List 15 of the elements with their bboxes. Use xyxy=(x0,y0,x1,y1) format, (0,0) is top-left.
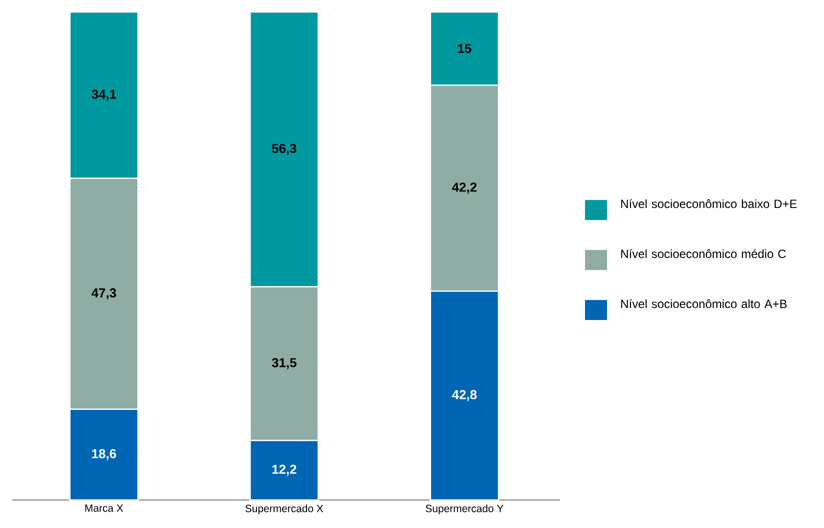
data-label: 56,3 xyxy=(272,144,296,155)
x-tick-label: Marca X xyxy=(85,504,124,512)
data-label: 31,5 xyxy=(272,358,296,370)
legend-label: Nível socioeconômico médio C xyxy=(621,249,786,258)
x-tick-label: Supermercado Y xyxy=(426,504,504,514)
data-label: 18,6 xyxy=(92,449,116,460)
data-label: 34,1 xyxy=(92,90,116,101)
data-label: 42,8 xyxy=(452,390,477,402)
data-label: 42,2 xyxy=(452,182,477,194)
data-label: 12,2 xyxy=(272,464,296,476)
data-label: 15 xyxy=(458,44,472,54)
data-label: 47,3 xyxy=(92,288,116,300)
x-tick-label: Supermercado X xyxy=(245,504,324,514)
legend-label: Nível socioeconômico baixo D+E xyxy=(621,199,797,208)
legend-label: Nível socioeconômico alto A+B xyxy=(621,299,787,308)
